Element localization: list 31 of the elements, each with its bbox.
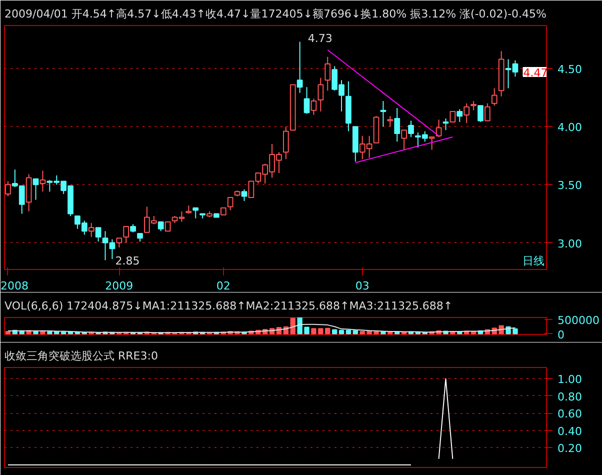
x-tick-label: 2008 [0, 280, 28, 292]
x-tick-label: 03 [355, 280, 370, 292]
bar [470, 331, 476, 334]
y-tick-label: 3.00 [558, 237, 582, 250]
text: 4.47 [523, 66, 548, 80]
chart-title: 收敛三角突破选股公式 RRE3:0 [4, 350, 158, 362]
annotation: 4.73 [308, 32, 332, 45]
x-tick-label: 02 [216, 280, 230, 292]
text: 日线 [522, 254, 544, 268]
bar [290, 318, 296, 334]
y-tick-label: 1.00 [558, 373, 582, 386]
line-series [7, 324, 516, 334]
chart-title: 2009/04/01 开4.54↑高4.57↓低4.43↑收4.47↓量172405↓额7696↓换1.80% 振3.12% 涨(-0.02)-0.45% [4, 8, 546, 20]
chart-title: VOL(6,6,6) 172404.875↓MA1:211325.688↑MA2:211325.688↑MA3:211325.688↑ [4, 300, 453, 312]
bar [332, 329, 338, 334]
y-tick-label: 0.60 [558, 408, 582, 421]
y-tick-label: 4.50 [558, 62, 582, 76]
y-tick-label: 0.80 [558, 390, 582, 404]
y-tick-label: 500000 [558, 314, 600, 327]
y-tick-label: 4.00 [558, 121, 582, 134]
bar [380, 331, 386, 334]
bar [5, 331, 11, 334]
bar [346, 330, 352, 334]
annotation: 2.85 [115, 254, 140, 268]
y-tick-label: 0.40 [558, 424, 582, 438]
y-tick-label: 0 [558, 328, 564, 342]
y-tick-label: 0.20 [558, 442, 582, 456]
y-tick-label: 3.50 [558, 179, 582, 192]
x-tick-label: 2009 [105, 280, 134, 292]
bar [352, 330, 358, 334]
bar [338, 330, 344, 334]
